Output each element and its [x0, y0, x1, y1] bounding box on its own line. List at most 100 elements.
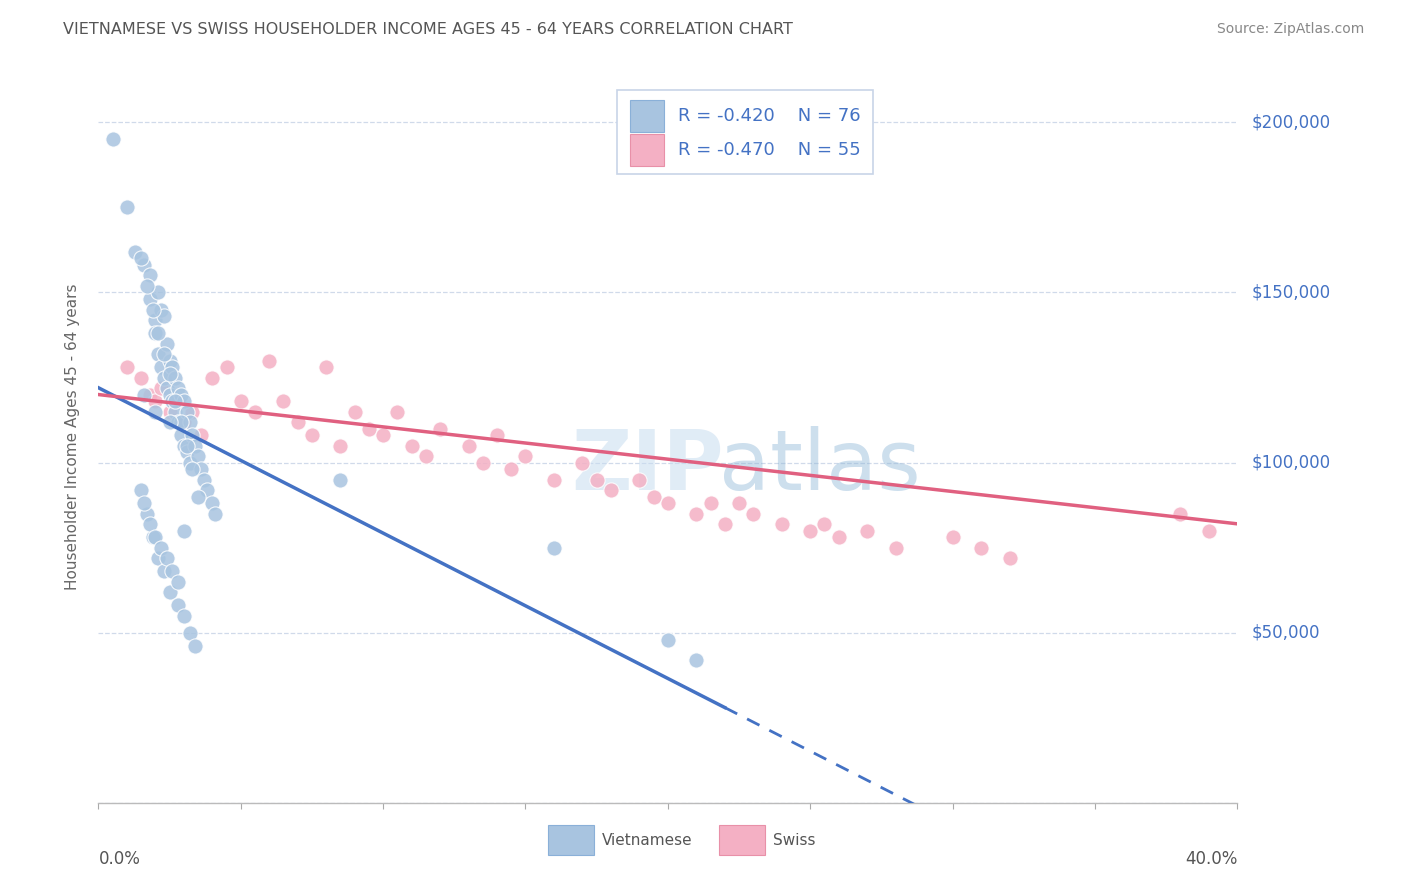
Point — [204, 507, 226, 521]
Point — [170, 387, 193, 401]
Point — [167, 415, 190, 429]
Point — [201, 496, 224, 510]
Point — [429, 421, 451, 435]
Point — [273, 394, 295, 409]
Point — [373, 428, 395, 442]
Point — [628, 473, 651, 487]
Text: Source: ZipAtlas.com: Source: ZipAtlas.com — [1216, 22, 1364, 37]
Point — [184, 439, 207, 453]
Point — [315, 360, 337, 375]
Point — [159, 387, 181, 401]
Point — [243, 404, 266, 418]
Point — [828, 531, 851, 545]
Point — [148, 326, 170, 341]
Text: $50,000: $50,000 — [1251, 624, 1320, 641]
Point — [153, 370, 176, 384]
Point — [193, 473, 215, 487]
Point — [156, 550, 179, 565]
Point — [343, 404, 366, 418]
Point — [501, 462, 523, 476]
Point — [190, 428, 212, 442]
Point — [643, 490, 665, 504]
Point — [770, 516, 793, 531]
Point — [543, 473, 565, 487]
Point — [173, 439, 195, 453]
Point — [167, 394, 190, 409]
Text: $100,000: $100,000 — [1251, 454, 1330, 472]
Text: VIETNAMESE VS SWISS HOUSEHOLDER INCOME AGES 45 - 64 YEARS CORRELATION CHART: VIETNAMESE VS SWISS HOUSEHOLDER INCOME A… — [63, 22, 793, 37]
Point — [884, 541, 907, 555]
Text: R = -0.470    N = 55: R = -0.470 N = 55 — [678, 141, 860, 160]
Point — [181, 404, 204, 418]
Point — [415, 449, 437, 463]
Point — [657, 496, 679, 510]
Point — [998, 550, 1021, 565]
Point — [156, 381, 179, 395]
Point — [129, 483, 152, 497]
Point — [132, 496, 155, 510]
Point — [167, 574, 190, 589]
Point — [148, 347, 170, 361]
Point — [799, 524, 821, 538]
Point — [159, 585, 181, 599]
Point — [287, 415, 309, 429]
Point — [657, 632, 679, 647]
Text: R = -0.420    N = 76: R = -0.420 N = 76 — [678, 107, 860, 125]
Point — [187, 490, 209, 504]
Point — [173, 524, 195, 538]
Point — [176, 445, 198, 459]
Point — [1198, 524, 1220, 538]
Point — [162, 565, 184, 579]
Point — [229, 394, 252, 409]
Point — [138, 516, 160, 531]
Text: atlas: atlas — [718, 425, 921, 507]
Text: $200,000: $200,000 — [1251, 113, 1330, 131]
Point — [742, 507, 765, 521]
Point — [159, 353, 181, 368]
FancyBboxPatch shape — [548, 825, 593, 855]
Text: 0.0%: 0.0% — [98, 850, 141, 868]
Point — [141, 302, 163, 317]
Point — [1170, 507, 1192, 521]
Point — [600, 483, 623, 497]
Point — [124, 244, 146, 259]
Point — [215, 360, 238, 375]
Point — [728, 496, 751, 510]
Point — [148, 550, 170, 565]
Point — [543, 541, 565, 555]
Point — [714, 516, 737, 531]
Point — [856, 524, 879, 538]
Point — [150, 360, 173, 375]
Point — [357, 421, 380, 435]
Point — [132, 258, 155, 272]
Text: $150,000: $150,000 — [1251, 284, 1330, 301]
Point — [176, 404, 198, 418]
Point — [145, 312, 167, 326]
Point — [159, 367, 181, 381]
Point — [685, 653, 707, 667]
Point — [181, 462, 204, 476]
Y-axis label: Householder Income Ages 45 - 64 years: Householder Income Ages 45 - 64 years — [65, 284, 80, 591]
Point — [159, 404, 181, 418]
Point — [135, 278, 157, 293]
Point — [195, 483, 218, 497]
Point — [159, 415, 181, 429]
Point — [179, 625, 201, 640]
Point — [165, 370, 187, 384]
Point — [129, 252, 152, 266]
Point — [150, 381, 173, 395]
Point — [184, 640, 207, 654]
Point — [571, 456, 593, 470]
Point — [301, 428, 323, 442]
Point — [176, 439, 198, 453]
Point — [145, 531, 167, 545]
Text: Vietnamese: Vietnamese — [602, 832, 692, 847]
FancyBboxPatch shape — [630, 100, 665, 132]
Point — [457, 439, 479, 453]
Point — [329, 473, 352, 487]
Text: ZIP: ZIP — [571, 425, 724, 507]
Point — [145, 326, 167, 341]
Point — [471, 456, 494, 470]
Point — [699, 496, 721, 510]
Point — [162, 394, 184, 409]
